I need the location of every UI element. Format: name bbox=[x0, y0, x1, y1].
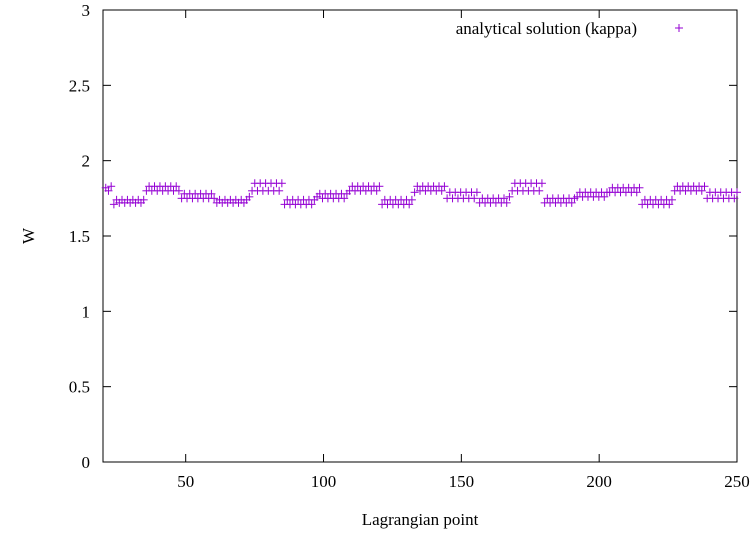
series-points bbox=[101, 179, 741, 209]
data-point bbox=[537, 179, 546, 188]
legend-marker bbox=[675, 24, 683, 32]
plot-frame bbox=[102, 9, 738, 463]
x-axis-label: Lagrangian point bbox=[362, 510, 479, 529]
x-tick-label: 200 bbox=[586, 472, 612, 491]
data-point bbox=[472, 188, 481, 197]
data-point bbox=[104, 186, 113, 195]
data-point bbox=[210, 194, 219, 203]
legend-label: analytical solution (kappa) bbox=[456, 19, 637, 38]
data-point bbox=[245, 192, 254, 201]
data-point bbox=[470, 194, 479, 203]
data-point bbox=[667, 195, 676, 204]
data-point bbox=[502, 198, 511, 207]
x-tick-label: 100 bbox=[311, 472, 337, 491]
data-point bbox=[275, 186, 284, 195]
legend-plus-marker bbox=[675, 24, 683, 32]
data-point bbox=[505, 192, 514, 201]
y-axis: 0 0.5 1 1.5 2 2.5 3 bbox=[69, 1, 737, 472]
y-tick-label: 0.5 bbox=[69, 378, 90, 397]
data-point bbox=[375, 182, 384, 191]
x-tick-label: 250 bbox=[724, 472, 750, 491]
data-point bbox=[372, 186, 381, 195]
y-tick-label: 0 bbox=[82, 453, 91, 472]
data-point bbox=[535, 186, 544, 195]
data-point bbox=[600, 192, 609, 201]
x-tick-label: 50 bbox=[177, 472, 194, 491]
data-point bbox=[440, 182, 449, 191]
data-point bbox=[407, 195, 416, 204]
data-point bbox=[340, 194, 349, 203]
plot-border bbox=[102, 9, 738, 463]
y-tick-label: 2 bbox=[82, 152, 91, 171]
data-point bbox=[500, 194, 509, 203]
x-tick-label: 150 bbox=[449, 472, 475, 491]
data-point bbox=[174, 186, 183, 195]
data-point bbox=[139, 195, 148, 204]
data-point bbox=[207, 189, 216, 198]
x-axis: 50 100 150 200 250 bbox=[177, 10, 750, 491]
data-point bbox=[405, 200, 414, 209]
data-point bbox=[632, 188, 641, 197]
y-axis-label: W bbox=[19, 227, 38, 244]
data-point bbox=[172, 182, 181, 191]
data-point bbox=[307, 200, 316, 209]
data-point bbox=[730, 194, 739, 203]
data-point bbox=[733, 188, 741, 197]
data-point bbox=[277, 179, 286, 188]
data-point bbox=[109, 200, 118, 209]
data-point bbox=[635, 183, 644, 192]
y-tick-label: 3 bbox=[82, 1, 91, 20]
y-tick-label: 1.5 bbox=[69, 227, 90, 246]
data-point bbox=[665, 200, 674, 209]
data-point bbox=[410, 188, 419, 197]
data-point bbox=[437, 186, 446, 195]
data-point bbox=[567, 198, 576, 207]
y-tick-label: 1 bbox=[82, 302, 91, 321]
data-point bbox=[697, 186, 706, 195]
y-tick-label: 2.5 bbox=[69, 76, 90, 95]
legend: analytical solution (kappa) bbox=[456, 19, 683, 38]
data-point bbox=[700, 182, 709, 191]
data-point bbox=[107, 182, 116, 191]
